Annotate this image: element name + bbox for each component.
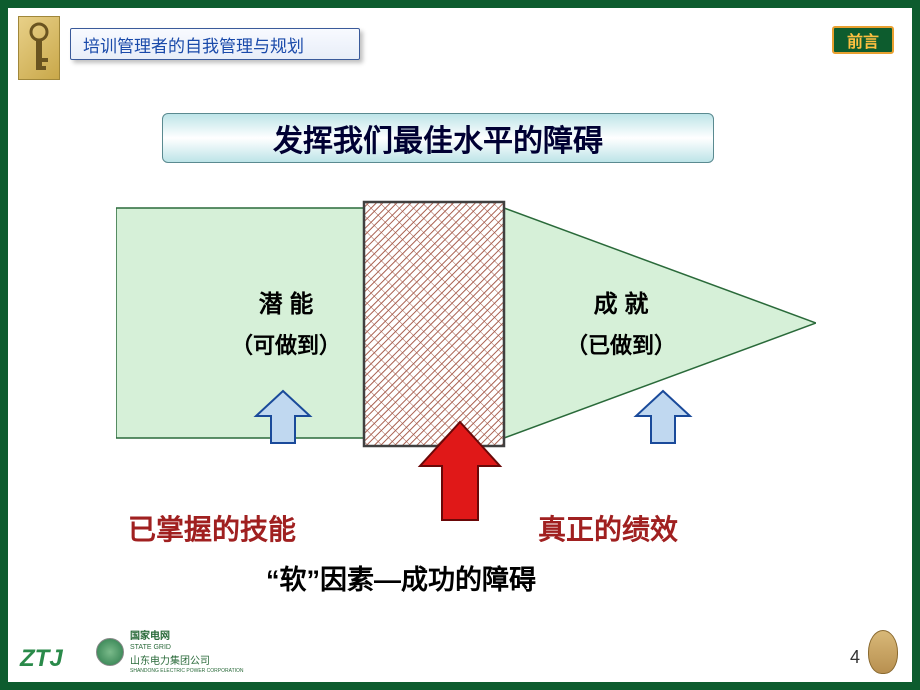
page-number: 4 — [850, 647, 860, 668]
arrow-up-right-icon — [633, 388, 693, 448]
preface-tab: 前言 — [832, 26, 894, 54]
svg-text:ZTJ: ZTJ — [19, 645, 63, 672]
bottom-right-label: 真正的绩效 — [538, 508, 678, 548]
header-title-box: 培训管理者的自我管理与规划 — [70, 28, 360, 60]
footer-org-block: 国家电网 STATE GRID 山东电力集团公司 SHANDONG ELECTR… — [96, 630, 244, 674]
footer-org-text: 国家电网 STATE GRID 山东电力集团公司 SHANDONG ELECTR… — [130, 630, 244, 674]
org1-cn: 国家电网 — [130, 631, 170, 642]
bottom-center-label: “软”因素—成功的障碍 — [266, 558, 536, 597]
diagram-left-label: 潜 能 （可做到） — [201, 283, 371, 366]
preface-label: 前言 — [847, 28, 879, 52]
title-bar: 发挥我们最佳水平的障碍 — [162, 113, 714, 163]
title-text: 发挥我们最佳水平的障碍 — [273, 116, 603, 160]
buddha-icon — [868, 630, 898, 674]
header-title: 培训管理者的自我管理与规划 — [83, 32, 304, 57]
slide-body: 培训管理者的自我管理与规划 前言 发挥我们最佳水平的障碍 — [8, 8, 912, 682]
org1-en: STATE GRID — [130, 644, 171, 651]
arrow-up-center-icon — [416, 418, 504, 526]
left-main: 潜 能 — [201, 283, 371, 326]
key-icon — [18, 16, 60, 80]
diagram-right-label: 成 就 （已做到） — [536, 283, 706, 366]
right-sub: （已做到） — [536, 326, 706, 366]
arrow-up-left-icon — [253, 388, 313, 448]
ztj-logo-icon: ZTJ — [18, 638, 76, 674]
bottom-left-label: 已掌握的技能 — [128, 508, 296, 548]
right-main: 成 就 — [536, 283, 706, 326]
org2-cn: 山东电力集团公司 — [130, 656, 210, 667]
org2-en: SHANDONG ELECTRIC POWER CORPORATION — [130, 668, 244, 674]
left-sub: （可做到） — [201, 326, 371, 366]
state-grid-badge-icon — [96, 638, 124, 666]
